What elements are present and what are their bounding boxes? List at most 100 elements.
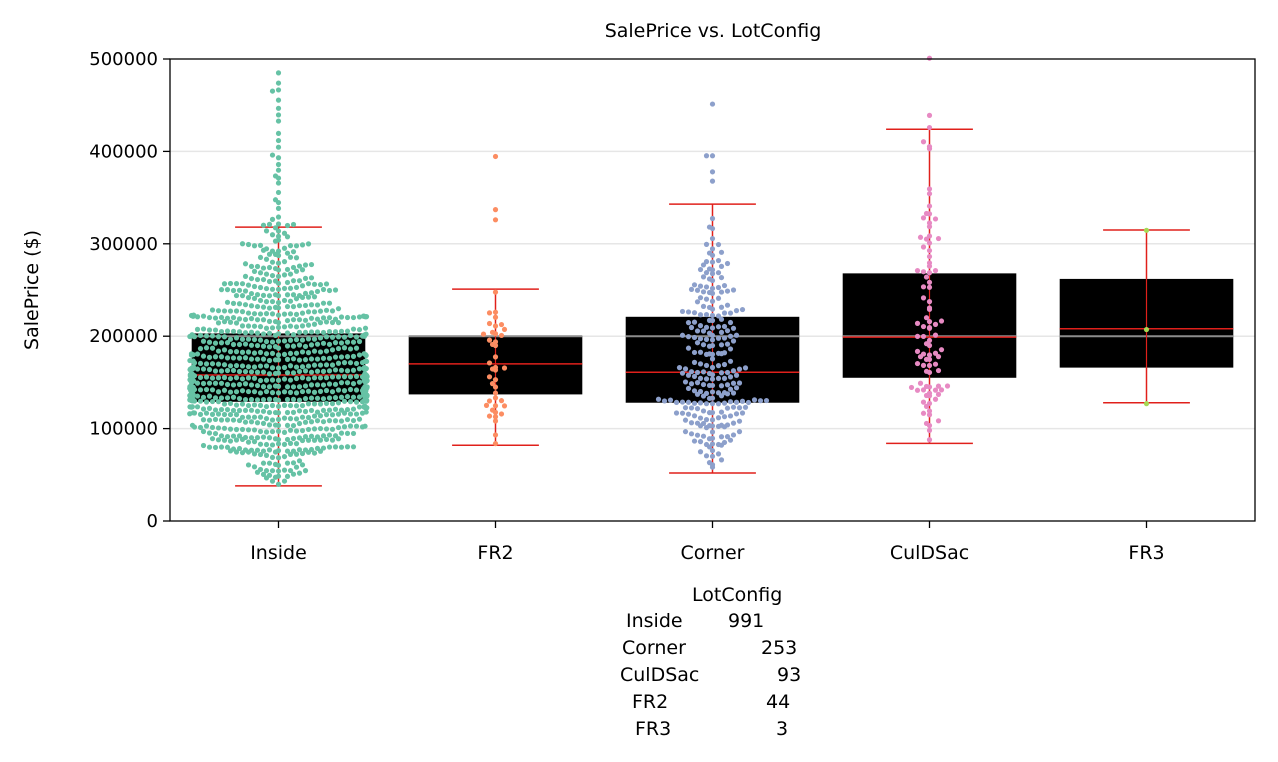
- data-point: [206, 430, 213, 436]
- data-point: [287, 311, 294, 317]
- data-point: [703, 376, 710, 382]
- data-point: [914, 320, 921, 326]
- data-point: [197, 424, 204, 431]
- data-point: [706, 423, 713, 429]
- data-point: [227, 400, 234, 407]
- data-point: [353, 411, 360, 417]
- data-point: [920, 387, 927, 393]
- data-point: [245, 439, 252, 445]
- data-point: [703, 284, 710, 290]
- data-point: [486, 374, 493, 380]
- data-point: [314, 409, 321, 415]
- data-point: [709, 178, 716, 184]
- data-point: [697, 449, 704, 455]
- data-point: [691, 373, 698, 380]
- data-point: [287, 254, 294, 260]
- data-point: [275, 155, 282, 161]
- data-point: [290, 448, 297, 454]
- data-point: [239, 349, 246, 355]
- data-point: [691, 400, 698, 406]
- data-point: [254, 369, 261, 375]
- data-point: [215, 399, 222, 405]
- data-point: [498, 398, 505, 404]
- data-point: [275, 468, 282, 474]
- data-point: [363, 331, 369, 337]
- data-point: [206, 380, 213, 386]
- data-point: [296, 263, 303, 269]
- data-point: [269, 365, 276, 371]
- data-point: [284, 356, 291, 362]
- data-point: [338, 314, 345, 320]
- data-point: [212, 368, 219, 374]
- data-point: [275, 441, 282, 447]
- data-point: [353, 399, 360, 405]
- count-label: FR3: [635, 718, 672, 740]
- data-point: [272, 436, 279, 442]
- data-point: [224, 444, 231, 450]
- data-point: [311, 389, 318, 395]
- data-point: [224, 299, 231, 305]
- data-point: [682, 429, 689, 435]
- data-point: [215, 425, 222, 431]
- data-point: [272, 238, 279, 244]
- data-point: [706, 395, 713, 402]
- data-point: [263, 246, 270, 252]
- data-point: [275, 233, 282, 239]
- data-point: [727, 413, 734, 419]
- y-tick-label: 300000: [89, 234, 158, 255]
- data-point: [308, 302, 315, 308]
- data-point: [281, 429, 288, 436]
- data-point: [338, 430, 345, 436]
- data-point: [272, 370, 279, 377]
- data-point: [302, 262, 309, 268]
- data-point: [926, 337, 933, 344]
- data-point: [688, 324, 695, 331]
- data-point: [290, 356, 297, 362]
- data-point: [287, 389, 294, 395]
- data-point: [917, 380, 924, 386]
- data-point: [317, 401, 324, 407]
- data-point: [242, 368, 249, 375]
- data-point: [230, 300, 237, 306]
- data-point: [242, 419, 249, 425]
- data-point: [311, 413, 318, 419]
- y-tick-label: 400000: [89, 141, 158, 162]
- data-point: [296, 329, 303, 335]
- data-point: [251, 323, 258, 329]
- data-point: [715, 363, 722, 369]
- data-point: [239, 281, 246, 287]
- data-point: [296, 420, 303, 427]
- data-point: [266, 384, 273, 390]
- data-point: [320, 340, 327, 346]
- data-point: [236, 395, 243, 402]
- data-point: [335, 320, 342, 326]
- data-point: [263, 441, 270, 448]
- data-point: [914, 333, 921, 339]
- data-point: [311, 321, 318, 327]
- data-point: [230, 355, 237, 361]
- data-point: [308, 419, 315, 425]
- data-point: [326, 368, 333, 374]
- data-point: [347, 332, 354, 339]
- data-point: [197, 360, 204, 367]
- data-point: [230, 446, 237, 452]
- data-point: [935, 391, 942, 398]
- data-point: [221, 319, 228, 325]
- data-point: [685, 345, 692, 351]
- data-point: [364, 378, 370, 384]
- x-tick-label: Inside: [250, 542, 307, 564]
- data-point: [317, 375, 324, 381]
- count-value: 991: [728, 610, 765, 632]
- data-point: [284, 222, 291, 229]
- data-point: [329, 347, 336, 353]
- data-point: [296, 292, 303, 299]
- data-point: [335, 360, 342, 366]
- data-point: [293, 324, 300, 330]
- data-point: [706, 276, 713, 282]
- data-point: [251, 402, 258, 408]
- data-point: [341, 398, 348, 404]
- data-point: [917, 234, 924, 240]
- data-point: [360, 313, 367, 319]
- data-point: [200, 380, 207, 387]
- data-point: [284, 292, 291, 298]
